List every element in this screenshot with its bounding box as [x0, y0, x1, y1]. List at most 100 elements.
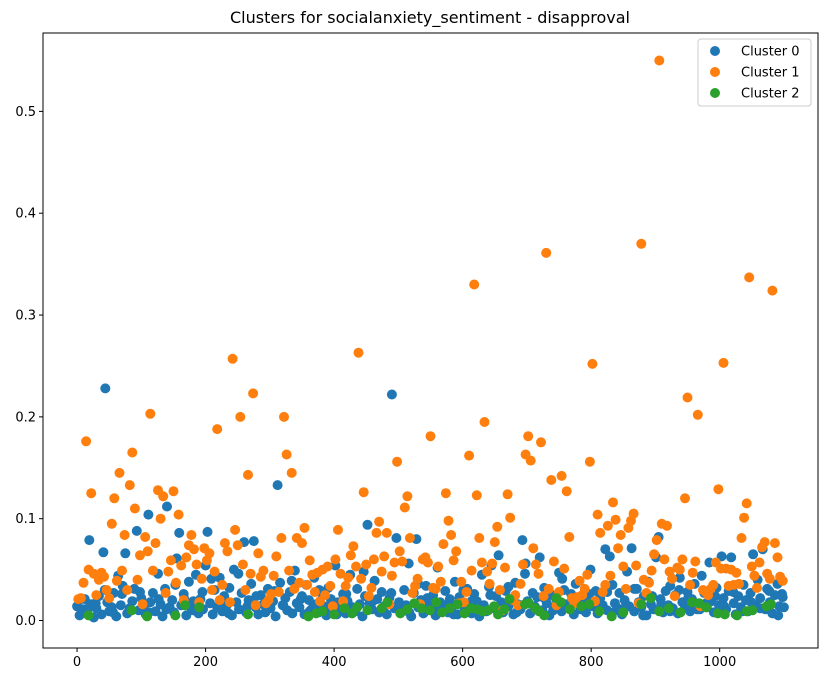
point-cluster-0 [287, 608, 298, 619]
point-cluster-1 [78, 577, 89, 588]
point-cluster-0 [131, 525, 142, 536]
point-cluster-1 [613, 543, 624, 554]
point-cluster-1 [104, 593, 115, 604]
point-cluster-2 [194, 602, 205, 613]
point-cluster-1 [191, 559, 202, 570]
point-cluster-1 [111, 575, 122, 586]
point-cluster-1 [122, 585, 133, 595]
point-cluster-1 [777, 575, 788, 586]
point-cluster-2 [556, 597, 566, 608]
point-cluster-2 [645, 593, 656, 604]
point-cluster-0 [145, 597, 156, 608]
y-tick-label: 0.3 [15, 309, 36, 324]
point-cluster-1 [129, 503, 140, 514]
point-cluster-1 [708, 579, 719, 590]
y-tick-label: 0.5 [15, 105, 36, 120]
point-cluster-0 [286, 575, 297, 586]
point-cluster-1 [602, 520, 613, 531]
point-cluster-1 [752, 582, 762, 593]
point-cluster-1 [99, 571, 109, 582]
point-cluster-0 [207, 609, 218, 620]
point-cluster-1 [309, 587, 320, 597]
point-cluster-1 [430, 583, 441, 594]
point-cluster-1 [610, 514, 621, 525]
point-cluster-1 [425, 431, 436, 442]
x-tick-label: 800 [579, 655, 604, 670]
point-cluster-1 [340, 580, 351, 591]
point-cluster-0 [386, 389, 397, 400]
chart-title: Clusters for socialanxiety_sentiment - d… [230, 8, 630, 28]
point-cluster-0 [719, 601, 730, 612]
point-cluster-1 [279, 411, 289, 422]
point-cluster-0 [748, 549, 759, 560]
point-cluster-1 [587, 358, 598, 369]
point-cluster-0 [197, 587, 208, 597]
point-cluster-1 [561, 486, 572, 497]
y-tick-label: 0.2 [15, 410, 36, 425]
legend-marker [710, 67, 720, 77]
point-cluster-1 [158, 491, 169, 502]
point-cluster-1 [243, 469, 253, 480]
point-cluster-1 [150, 538, 161, 549]
y-tick-label: 0.1 [15, 512, 36, 527]
point-cluster-1 [356, 573, 367, 584]
point-cluster-1 [433, 561, 444, 572]
point-cluster-1 [376, 566, 387, 577]
point-cluster-1 [214, 595, 225, 606]
point-cluster-1 [389, 557, 400, 568]
point-cluster-1 [386, 570, 397, 581]
point-cluster-1 [127, 447, 138, 458]
point-cluster-1 [394, 546, 405, 557]
point-cluster-2 [126, 605, 137, 616]
point-cluster-2 [584, 599, 595, 610]
point-cluster-1 [101, 585, 112, 595]
point-cluster-0 [96, 609, 107, 620]
point-cluster-1 [327, 601, 338, 612]
point-cluster-1 [528, 543, 539, 554]
point-cluster-1 [399, 502, 410, 513]
point-cluster-0 [352, 583, 363, 594]
point-cluster-1 [132, 574, 143, 585]
legend-label: Cluster 2 [741, 87, 800, 102]
point-cluster-1 [117, 565, 127, 576]
point-cluster-1 [81, 436, 92, 447]
point-cluster-1 [368, 554, 379, 565]
point-cluster-1 [674, 564, 685, 575]
point-cluster-1 [556, 470, 567, 481]
point-cluster-1 [636, 238, 647, 249]
point-cluster-1 [492, 521, 503, 532]
point-cluster-1 [299, 522, 310, 533]
point-cluster-1 [749, 570, 760, 581]
point-cluster-2 [142, 611, 153, 622]
point-cluster-1 [654, 55, 665, 66]
point-cluster-0 [260, 607, 271, 618]
point-cluster-2 [719, 609, 730, 620]
point-cluster-0 [135, 587, 145, 597]
point-cluster-1 [692, 409, 703, 420]
point-cluster-0 [557, 573, 568, 584]
point-cluster-1 [592, 509, 603, 520]
point-cluster-2 [594, 606, 605, 617]
point-cluster-1 [631, 560, 642, 571]
point-cluster-2 [732, 610, 742, 621]
point-cluster-1 [574, 575, 585, 586]
point-cluster-2 [539, 610, 550, 621]
point-cluster-1 [266, 589, 277, 599]
point-cluster-1 [518, 559, 528, 570]
point-cluster-1 [734, 578, 744, 589]
point-cluster-1 [736, 533, 747, 543]
point-cluster-1 [615, 530, 626, 540]
point-cluster-1 [744, 272, 755, 283]
point-cluster-1 [379, 551, 390, 562]
point-cluster-1 [482, 566, 493, 577]
point-cluster-0 [626, 543, 637, 554]
point-cluster-1 [371, 527, 382, 538]
point-cluster-1 [142, 546, 153, 557]
point-cluster-0 [391, 533, 402, 543]
point-cluster-1 [253, 548, 264, 559]
point-cluster-1 [579, 583, 590, 594]
point-cluster-1 [438, 539, 449, 550]
point-cluster-0 [202, 526, 213, 537]
point-cluster-2 [489, 601, 500, 612]
point-cluster-2 [636, 599, 647, 610]
